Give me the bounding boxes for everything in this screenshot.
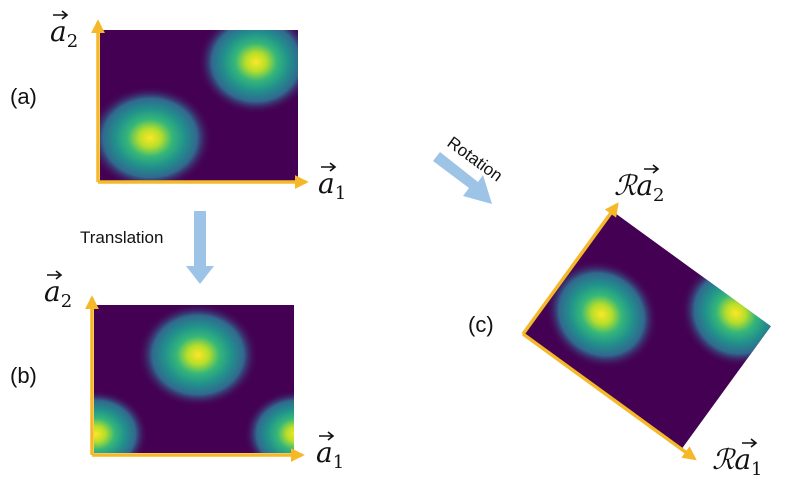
panel-c-peak-1 (545, 260, 658, 369)
translation-arrow-shape (186, 211, 214, 284)
panel-b-label: (b) (10, 363, 37, 388)
panel-c-axis2-label: ℛa2 (614, 169, 665, 206)
panel-a-axis1-label: a1 (318, 167, 346, 204)
panel-b-heatmap (94, 305, 294, 453)
vector-accents (47, 10, 758, 448)
rotation-label: Rotation (444, 133, 506, 186)
panel-a-heatmap (100, 30, 298, 181)
panel-c-axis1-label: ℛa1 (712, 443, 763, 480)
rotation-arrow: Rotation (433, 133, 506, 204)
panel-a: (a) a2 a1 (10, 15, 346, 204)
panel-c-heatmap (523, 211, 771, 450)
panel-b-peak-2 (94, 390, 148, 453)
panel-a-axis2-label: a2 (50, 15, 78, 52)
panel-b-peak-1 (138, 305, 258, 407)
panel-c-label: (c) (468, 312, 494, 337)
translation-label: Translation (80, 228, 163, 247)
panel-c-axis-1 (521, 332, 697, 461)
panel-b-peak-3 (244, 390, 294, 453)
panel-a-peak-1 (100, 86, 212, 181)
vector-accent-a-1 (321, 162, 337, 172)
panel-b-axis2-label: a2 (44, 275, 72, 312)
panel-b: (b) a2 a1 (10, 275, 344, 473)
panel-c: (c) ℛa2 ℛa1 (468, 169, 771, 480)
rotation-arrow-shape (433, 152, 492, 204)
panel-a-peak-2 (198, 30, 298, 114)
panel-c-axis-2 (521, 202, 619, 336)
vector-accent-b-2 (47, 270, 63, 280)
panel-b-axis1-label: a1 (316, 436, 344, 473)
translation-arrow: Translation (80, 211, 214, 284)
vector-accent-a-2 (53, 10, 69, 20)
vector-accent-b-1 (319, 431, 335, 441)
panel-a-label: (a) (10, 84, 37, 109)
vector-accent-c-1 (742, 438, 758, 448)
vector-accent-c-2 (644, 164, 660, 174)
